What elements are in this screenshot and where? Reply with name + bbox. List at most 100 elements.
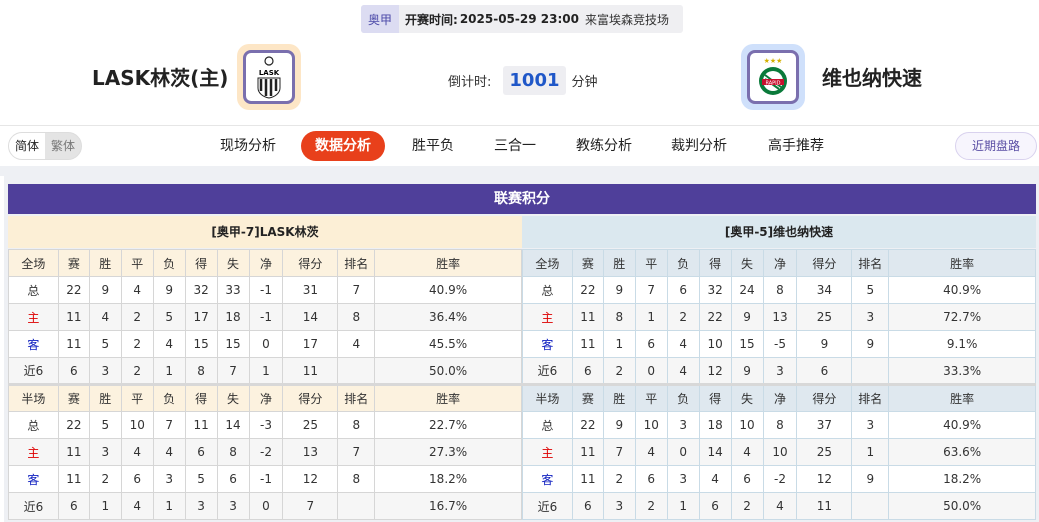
column-header: 得分 [796, 249, 853, 277]
stat-cell: 3 [184, 492, 218, 520]
stat-cell: 50.0% [374, 357, 522, 385]
tab-live-analysis[interactable]: 现场分析 [220, 138, 276, 154]
stat-cell: 32 [698, 276, 732, 304]
column-header: 胜 [602, 249, 636, 277]
stat-cell: 8 [337, 411, 376, 439]
away-team-logo[interactable]: ★★★ RAPID [741, 44, 805, 110]
table-row: 主 11 8 1 2 22 9 13 25 3 72.7% [522, 303, 1036, 331]
stat-cell: 4 [152, 438, 186, 466]
home-team-name[interactable]: LASK林茨(主) [92, 66, 229, 90]
stat-cell: 3 [88, 438, 122, 466]
row-label: 客 [8, 330, 59, 358]
stat-cell: 5 [88, 411, 122, 439]
traditional-chinese-option[interactable]: 繁体 [51, 139, 76, 153]
tab-referee-analysis[interactable]: 裁判分析 [671, 138, 727, 154]
stat-cell: 3 [88, 357, 122, 385]
stat-cell: 36.4% [374, 303, 522, 331]
column-header: 净 [762, 249, 798, 277]
countdown-label: 倒计时: [448, 75, 492, 90]
stat-cell: 2 [634, 492, 668, 520]
stat-cell: -1 [248, 303, 284, 331]
stat-cell: 1 [152, 357, 186, 385]
stat-cell: 9 [851, 465, 890, 493]
table-row: 总 22 5 10 7 11 14 -3 25 8 22.7% [8, 411, 522, 439]
stat-cell: 2 [666, 303, 700, 331]
stat-cell: 4 [666, 330, 700, 358]
stat-cell: 3 [762, 357, 798, 385]
stat-cell: 6 [571, 357, 604, 385]
tab-expert-picks[interactable]: 高手推荐 [768, 138, 824, 154]
stat-cell: 2 [602, 465, 636, 493]
tab-three-in-one[interactable]: 三合一 [494, 138, 536, 154]
league-badge[interactable]: 奥甲 [361, 5, 400, 33]
column-header: 负 [152, 249, 186, 277]
stat-cell: 14 [216, 411, 250, 439]
row-label: 总 [8, 411, 59, 439]
stat-cell: 5 [184, 465, 218, 493]
column-header: 全场 [8, 249, 59, 277]
column-header: 排名 [337, 383, 376, 412]
stat-cell: 40.9% [888, 411, 1036, 439]
stat-cell: 6 [730, 465, 764, 493]
stat-cell [851, 492, 890, 520]
column-header: 排名 [851, 383, 890, 412]
stat-cell: 11 [571, 438, 604, 466]
stat-cell: 18 [216, 303, 250, 331]
home-team-logo[interactable]: LASK [237, 44, 301, 110]
stat-cell: 17 [184, 303, 218, 331]
stat-cell: 6 [634, 330, 668, 358]
column-header: 排名 [851, 249, 890, 277]
stat-cell: 8 [762, 411, 798, 439]
stat-cell: 11 [282, 357, 339, 385]
row-label: 客 [522, 465, 573, 493]
stat-cell: 4 [120, 492, 154, 520]
stat-cell: 6 [571, 492, 604, 520]
simplified-chinese-option[interactable]: 简体 [9, 133, 46, 159]
column-header: 得 [184, 383, 218, 412]
stat-cell: 7 [216, 357, 250, 385]
stat-cell: 9 [796, 330, 853, 358]
stat-cell: 4 [634, 438, 668, 466]
stat-cell: 2 [730, 492, 764, 520]
column-header: 得 [698, 249, 732, 277]
stat-cell: 2 [120, 330, 154, 358]
stat-cell: 9 [851, 330, 890, 358]
tab-win-draw-loss[interactable]: 胜平负 [412, 138, 454, 154]
stat-cell: 10 [634, 411, 668, 439]
away-standings-table: 全场赛胜平负得失净得分 排名 胜率总 22 9 7 6 32 24 8 34 5 40.9% 主 11 8 1 2… [522, 249, 1036, 520]
stat-cell: 12 [282, 465, 339, 493]
stat-cell: 40.9% [374, 276, 522, 304]
row-label: 主 [522, 438, 573, 466]
column-header: 净 [762, 383, 798, 412]
tab-data-analysis[interactable]: 数据分析 [301, 131, 385, 161]
stat-cell: 4 [698, 465, 732, 493]
table-row: 总 22 9 7 6 32 24 8 34 5 40.9% [522, 276, 1036, 304]
stat-cell: 25 [796, 303, 853, 331]
stat-cell: 3 [666, 411, 700, 439]
table-row: 近6 6 3 2 1 8 7 1 11 50.0% [8, 357, 522, 385]
svg-text:★★★: ★★★ [764, 57, 783, 65]
column-header: 半场 [8, 383, 59, 412]
stat-cell: 7 [602, 438, 636, 466]
column-header: 净 [248, 249, 284, 277]
column-header: 胜 [88, 383, 122, 412]
tab-coach-analysis[interactable]: 教练分析 [576, 138, 632, 154]
stat-cell: 1 [602, 330, 636, 358]
stat-cell: 1 [88, 492, 122, 520]
stat-cell: 5 [88, 330, 122, 358]
recent-handicap-button[interactable]: 近期盘路 [955, 132, 1037, 160]
stat-cell: 1 [634, 303, 668, 331]
stat-cell: 1 [152, 492, 186, 520]
away-team-name[interactable]: 维也纳快速 [822, 66, 922, 90]
stat-cell: 11 [57, 465, 90, 493]
table-row: 客 11 2 6 3 5 6 -1 12 8 18.2% [8, 465, 522, 493]
stat-cell: 0 [666, 438, 700, 466]
column-header: 胜率 [374, 383, 522, 412]
stat-cell: 18.2% [888, 465, 1036, 493]
stat-cell: 11 [57, 330, 90, 358]
stat-cell: 18 [698, 411, 732, 439]
stat-cell: 12 [796, 465, 853, 493]
stat-cell: 11 [57, 303, 90, 331]
stat-cell: 10 [762, 438, 798, 466]
stat-cell: 6 [796, 357, 853, 385]
